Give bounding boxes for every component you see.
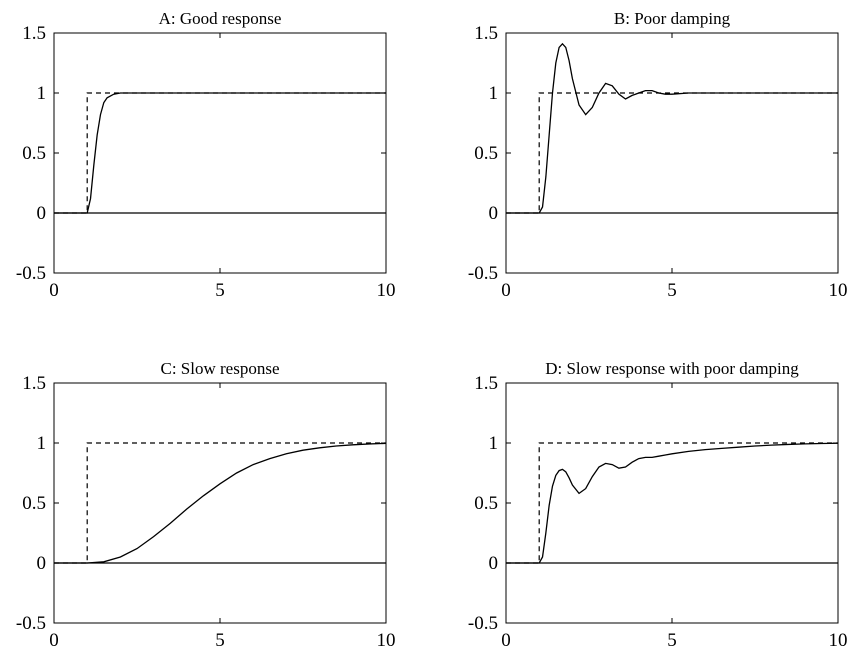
plot-frame-d: [505, 382, 839, 624]
y-tick-label-a: 1: [37, 83, 47, 104]
y-tick-label-b: -0.5: [468, 263, 498, 284]
reference-step-line-b: [506, 92, 838, 214]
y-tick-label-a: 0: [37, 203, 47, 224]
response-line-b: [506, 42, 838, 214]
y-tick-label-c: 1.5: [22, 373, 46, 394]
plot-frame-a: [53, 32, 387, 274]
y-tick-label-b: 1: [489, 83, 499, 104]
reference-step-line-a: [54, 92, 386, 214]
chart-title-a: A: Good response: [159, 9, 282, 28]
y-tick-label-c: 0.5: [22, 493, 46, 514]
x-tick-label-b: 10: [829, 280, 848, 301]
response-line-c: [54, 442, 387, 564]
response-line-d: [506, 442, 839, 564]
chart-title-d: D: Slow response with poor damping: [545, 359, 799, 378]
chart-panel-d: D: Slow response with poor damping-0.500…: [468, 359, 848, 651]
x-tick-label-c: 0: [49, 630, 59, 651]
chart-panel-b: B: Poor damping-0.500.511.50 5 10: [468, 9, 848, 301]
x-tick-label-a: 0: [49, 280, 59, 301]
chart-title-b: B: Poor damping: [614, 9, 731, 28]
y-tick-label-d: 0.5: [474, 493, 498, 514]
y-tick-label-a: 0.5: [22, 143, 46, 164]
y-tick-label-c: -0.5: [16, 613, 46, 634]
reference-step-line-d: [506, 442, 838, 564]
response-line-a: [54, 92, 386, 214]
y-tick-label-d: 0: [489, 553, 499, 574]
x-tick-label-b: 5: [667, 280, 677, 301]
chart-panel-c: C: Slow response-0.500.511.50 5 10: [16, 359, 396, 651]
reference-step-line-c: [54, 442, 386, 564]
y-tick-label-a: 1.5: [22, 23, 46, 44]
chart-panel-a: A: Good response-0.500.511.50 5 10: [16, 9, 396, 301]
x-tick-label-a: 5: [215, 280, 225, 301]
y-tick-label-a: -0.5: [16, 263, 46, 284]
y-tick-label-d: 1.5: [474, 373, 498, 394]
x-tick-label-c: 10: [377, 630, 396, 651]
y-tick-label-c: 1: [37, 433, 47, 454]
x-tick-label-d: 10: [829, 630, 848, 651]
x-tick-label-b: 0: [501, 280, 511, 301]
chart-title-c: C: Slow response: [161, 359, 280, 378]
x-tick-label-d: 5: [667, 630, 677, 651]
x-tick-label-c: 5: [215, 630, 225, 651]
x-tick-label-a: 10: [377, 280, 396, 301]
y-tick-label-d: 1: [489, 433, 499, 454]
y-tick-label-d: -0.5: [468, 613, 498, 634]
y-tick-label-b: 1.5: [474, 23, 498, 44]
x-tick-label-d: 0: [501, 630, 511, 651]
plot-frame-c: [53, 382, 387, 624]
y-tick-label-b: 0: [489, 203, 499, 224]
y-tick-label-c: 0: [37, 553, 47, 574]
plot-frame-b: [505, 32, 839, 274]
y-tick-label-b: 0.5: [474, 143, 498, 164]
